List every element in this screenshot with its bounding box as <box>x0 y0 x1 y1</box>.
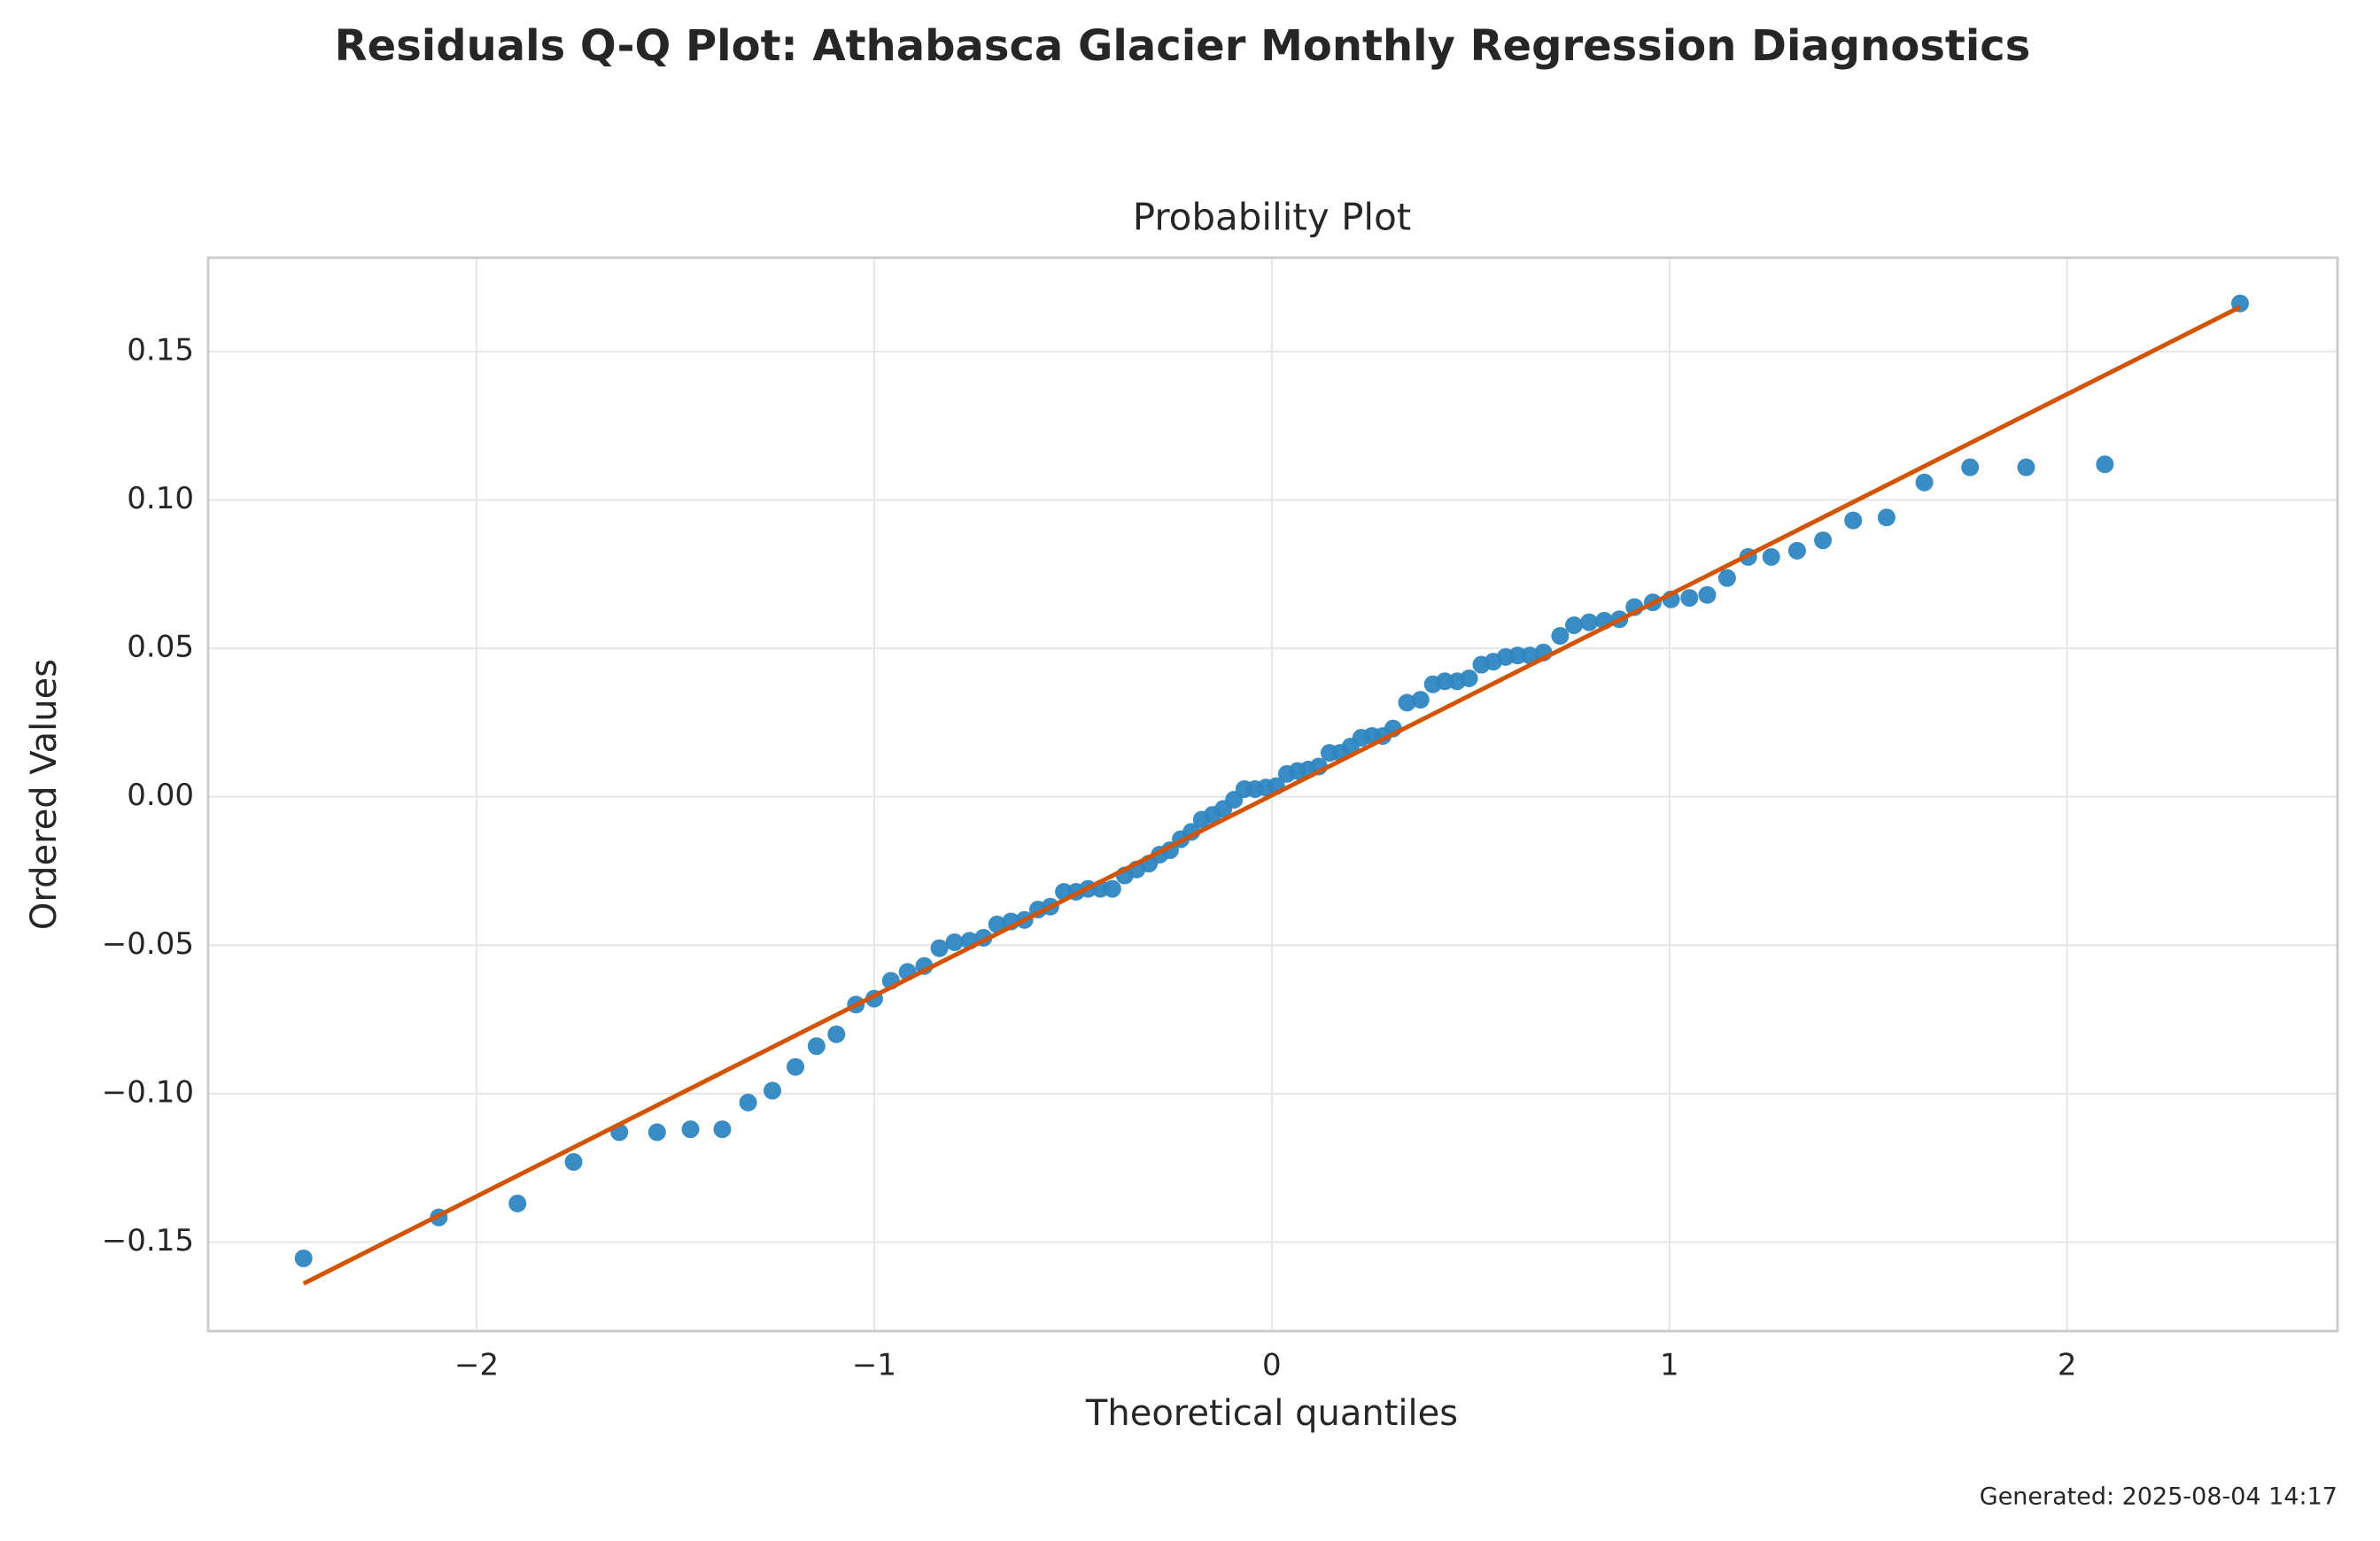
fit-line <box>302 305 2242 1286</box>
chart-title: Residuals Q-Q Plot: Athabasca Glacier Mo… <box>335 21 2031 71</box>
data-point <box>1915 473 1934 492</box>
y-tick-label: −0.05 <box>102 926 194 962</box>
footer-note: Generated: 2025-08-04 14:17 <box>1980 1483 2337 1511</box>
data-point <box>945 933 964 951</box>
data-point <box>2096 455 2114 474</box>
data-point <box>1508 647 1527 665</box>
data-point <box>1961 458 1980 476</box>
chart-subtitle: Probability Plot <box>1133 196 1412 239</box>
data-point <box>787 1057 805 1076</box>
data-point <box>1717 569 1736 587</box>
x-tick-label: −2 <box>454 1348 499 1383</box>
data-point <box>739 1093 757 1111</box>
y-tick-label: 0.15 <box>127 332 194 368</box>
data-point <box>1877 508 1895 527</box>
y-tick-label: −0.15 <box>102 1223 194 1258</box>
plot-frame <box>206 256 2339 1333</box>
data-point <box>1565 616 1584 634</box>
y-tick-label: 0.05 <box>127 630 194 665</box>
x-axis-label: Theoretical quantiles <box>1085 1393 1458 1434</box>
data-point <box>1814 531 1833 550</box>
data-point <box>508 1194 527 1212</box>
data-point <box>1580 613 1599 631</box>
y-tick-label: 0.00 <box>127 778 194 813</box>
data-point <box>1844 511 1863 530</box>
data-point <box>1680 589 1699 608</box>
x-tick-label: −1 <box>852 1348 896 1383</box>
data-point <box>1551 627 1570 646</box>
data-point <box>1762 547 1780 566</box>
data-point <box>827 1025 846 1043</box>
data-point <box>930 939 949 957</box>
data-point <box>564 1152 583 1171</box>
data-point <box>1411 691 1430 709</box>
data-point <box>647 1123 666 1142</box>
data-point <box>1521 647 1539 665</box>
y-axis-label: Ordered Values <box>24 659 65 930</box>
data-point <box>713 1120 732 1139</box>
x-tick-label: 2 <box>2058 1348 2077 1383</box>
y-tick-label: 0.10 <box>127 481 194 516</box>
data-point <box>1787 541 1806 560</box>
data-point <box>1460 669 1478 687</box>
data-point <box>681 1120 700 1139</box>
data-point <box>1398 693 1416 712</box>
data-point <box>764 1081 782 1100</box>
x-tick-label: 0 <box>1262 1348 1282 1383</box>
y-tick-label: −0.10 <box>102 1074 194 1110</box>
data-point <box>1698 585 1717 604</box>
data-point <box>1436 672 1454 691</box>
x-tick-label: 1 <box>1660 1348 1679 1383</box>
data-point <box>988 915 1006 933</box>
data-point <box>2017 458 2035 476</box>
data-point <box>807 1037 826 1056</box>
data-point <box>1103 879 1121 898</box>
data-point <box>294 1249 313 1267</box>
